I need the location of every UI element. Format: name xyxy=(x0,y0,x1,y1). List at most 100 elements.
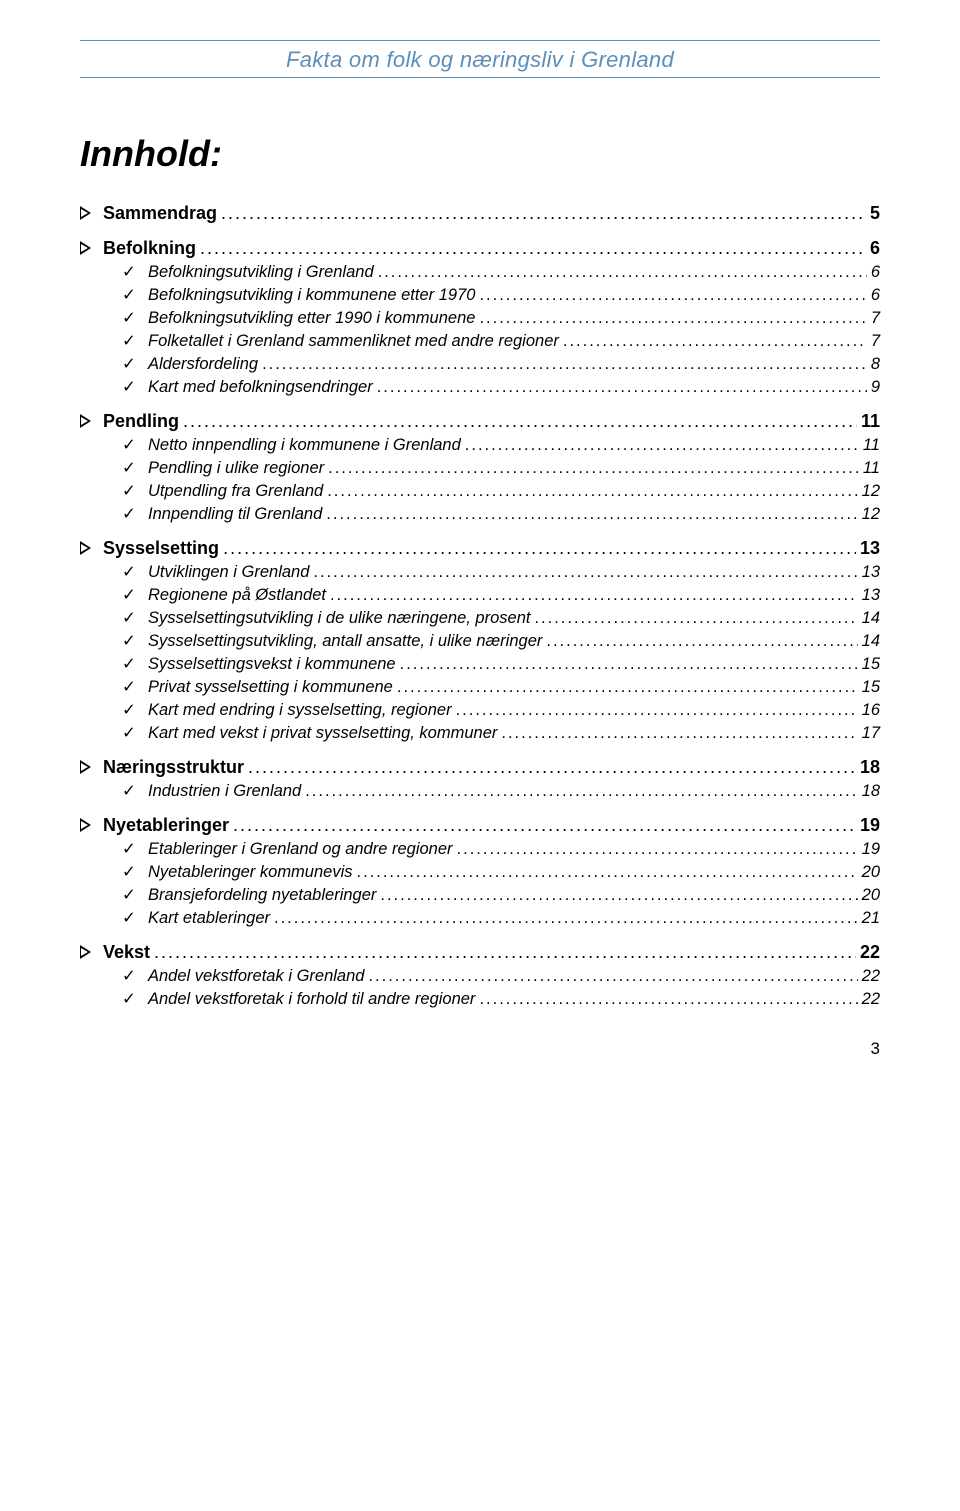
toc-label: Nyetableringer xyxy=(103,815,229,836)
toc-label: Befolkning xyxy=(103,238,196,259)
toc-leader xyxy=(327,482,857,501)
toc-section-row: Vekst22 xyxy=(80,942,880,963)
toc-label: Sysselsettingsvekst i kommunene xyxy=(148,655,396,674)
toc-label: Næringsstruktur xyxy=(103,757,244,778)
toc-leader xyxy=(183,411,857,432)
toc-label: Befolkningsutvikling etter 1990 i kommun… xyxy=(148,309,475,328)
toc-sub-row: ✓Industrien i Grenland18 xyxy=(80,781,880,801)
toc-sub-row: ✓Andel vekstforetak i Grenland22 xyxy=(80,966,880,986)
toc-leader xyxy=(501,724,857,743)
toc-page: 5 xyxy=(870,203,880,224)
toc-sub-row: ✓Kart med befolkningsendringer9 xyxy=(80,377,880,397)
arrow-right-icon xyxy=(80,414,91,428)
toc-label: Pendling i ulike regioner xyxy=(148,459,324,478)
toc-label: Innpendling til Grenland xyxy=(148,505,322,524)
toc-label: Industrien i Grenland xyxy=(148,782,301,801)
toc-sub-row: ✓ Netto innpendling i kommunene i Grenlan… xyxy=(80,435,880,455)
toc-leader xyxy=(465,436,859,455)
toc-page: 7 xyxy=(871,309,880,328)
toc-sub-row: ✓Nyetableringer kommunevis20 xyxy=(80,862,880,882)
toc-page: 17 xyxy=(862,724,880,743)
toc-leader xyxy=(368,967,857,986)
toc-sub-row: ✓Regionene på Østlandet13 xyxy=(80,585,880,605)
arrow-right-icon xyxy=(80,818,91,832)
toc-page: 6 xyxy=(871,263,880,282)
toc-leader xyxy=(223,538,856,559)
toc-leader xyxy=(274,909,858,928)
arrow-right-icon xyxy=(80,541,91,555)
toc-label: Befolkningsutvikling i Grenland xyxy=(148,263,374,282)
toc-page: 20 xyxy=(862,863,880,882)
toc-leader xyxy=(377,378,867,397)
toc-section-row: Nyetableringer 19 xyxy=(80,815,880,836)
toc-leader xyxy=(457,840,858,859)
check-icon: ✓ xyxy=(122,677,136,697)
toc-page: 13 xyxy=(860,538,880,559)
toc-page: 20 xyxy=(862,886,880,905)
toc-label: Netto innpendling i kommunene i Grenland xyxy=(148,436,461,455)
toc-section-row: Befolkning6 xyxy=(80,238,880,259)
toc-page: 14 xyxy=(862,609,880,628)
toc-label: Etableringer i Grenland og andre regione… xyxy=(148,840,453,859)
toc-page: 15 xyxy=(862,678,880,697)
toc-label: Kart med vekst i privat sysselsetting, k… xyxy=(148,724,497,743)
toc-label: Regionene på Østlandet xyxy=(148,586,326,605)
check-icon: ✓ xyxy=(122,458,136,478)
toc-label: Utpendling fra Grenland xyxy=(148,482,323,501)
toc-section-row: Næringsstruktur18 xyxy=(80,757,880,778)
check-icon: ✓ xyxy=(122,781,136,801)
header-title: Fakta om folk og næringsliv i Grenland xyxy=(80,43,880,78)
check-icon: ✓ xyxy=(122,839,136,859)
check-icon: ✓ xyxy=(122,354,136,374)
toc-page: 16 xyxy=(862,701,880,720)
check-icon: ✓ xyxy=(122,435,136,455)
toc-leader xyxy=(154,942,856,963)
toc-page: 6 xyxy=(871,286,880,305)
toc-label: Sysselsettingsutvikling i de ulike nærin… xyxy=(148,609,530,628)
toc-sub-row: ✓Sysselsettingsvekst i kommunene15 xyxy=(80,654,880,674)
toc-label: Andel vekstforetak i forhold til andre r… xyxy=(148,990,475,1009)
toc-leader xyxy=(221,203,866,224)
check-icon: ✓ xyxy=(122,989,136,1009)
toc-sub-row: ✓Innpendling til Grenland12 xyxy=(80,504,880,524)
toc-section-row: Sysselsetting13 xyxy=(80,538,880,559)
toc-page: 15 xyxy=(862,655,880,674)
toc-leader xyxy=(378,263,867,282)
toc-label: Andel vekstforetak i Grenland xyxy=(148,967,364,986)
toc-page: 11 xyxy=(861,411,880,432)
toc-sub-row: ✓Kart med vekst i privat sysselsetting, … xyxy=(80,723,880,743)
toc-label: Befolkningsutvikling i kommunene etter 1… xyxy=(148,286,475,305)
check-icon: ✓ xyxy=(122,631,136,651)
toc-sub-row: ✓Kart med endring i sysselsetting, regio… xyxy=(80,700,880,720)
toc-leader xyxy=(546,632,857,651)
toc-page: 19 xyxy=(860,815,880,836)
check-icon: ✓ xyxy=(122,481,136,501)
arrow-right-icon xyxy=(80,760,91,774)
toc-sub-row: ✓Befolkningsutvikling i kommunene etter … xyxy=(80,285,880,305)
toc-leader xyxy=(328,459,859,478)
toc-leader xyxy=(397,678,858,697)
toc-leader xyxy=(479,286,866,305)
toc-label: Privat sysselsetting i kommunene xyxy=(148,678,393,697)
toc-section-row: Pendling 11 xyxy=(80,411,880,432)
toc-page: 14 xyxy=(862,632,880,651)
toc-sub-row: ✓Kart etableringer21 xyxy=(80,908,880,928)
toc-label: Pendling xyxy=(103,411,179,432)
toc-page: 11 xyxy=(863,459,880,478)
toc-label: Folketallet i Grenland sammenliknet med … xyxy=(148,332,559,351)
toc-label: Kart etableringer xyxy=(148,909,270,928)
toc-sub-row: ✓Folketallet i Grenland sammenliknet med… xyxy=(80,331,880,351)
toc-sub-row: ✓Utviklingen i Grenland13 xyxy=(80,562,880,582)
toc-page: 7 xyxy=(871,332,880,351)
toc-page: 11 xyxy=(863,436,880,455)
toc-leader xyxy=(330,586,858,605)
toc-sub-row: ✓Befolkningsutvikling etter 1990 i kommu… xyxy=(80,308,880,328)
toc-label: Sammendrag xyxy=(103,203,217,224)
toc-leader xyxy=(357,863,858,882)
toc-page: 13 xyxy=(862,563,880,582)
toc-sub-row: ✓ Etableringer i Grenland og andre region… xyxy=(80,839,880,859)
toc-page: 8 xyxy=(871,355,880,374)
arrow-right-icon xyxy=(80,206,91,220)
check-icon: ✓ xyxy=(122,585,136,605)
check-icon: ✓ xyxy=(122,562,136,582)
